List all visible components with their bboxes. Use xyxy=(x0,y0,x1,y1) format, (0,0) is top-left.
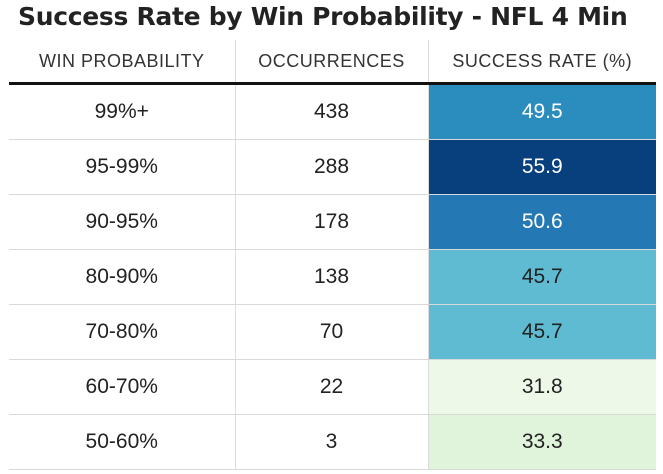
occurrences-cell: 288 xyxy=(234,139,428,195)
success-rate-cell: 50.6 xyxy=(427,194,656,250)
success-rate-cell: 45.7 xyxy=(427,304,656,360)
table-row: 99%+ 438 49.5 xyxy=(9,83,656,140)
win-probability-cell: 80-90% xyxy=(9,249,235,305)
table-body: 99%+ 438 49.5 95-99% 288 55.9 90-95% 178 50.6 80-… xyxy=(9,83,656,470)
win-probability-cell: 99%+ xyxy=(9,83,235,140)
occurrences-cell: 138 xyxy=(234,249,428,305)
win-probability-cell: 50-60% xyxy=(9,414,235,470)
table-row: 60-70% 22 31.8 xyxy=(9,359,656,415)
win-probability-cell: 60-70% xyxy=(9,359,235,415)
table-row: 90-95% 178 50.6 xyxy=(9,194,656,250)
occurrences-cell: 438 xyxy=(234,83,428,140)
occurrences-cell: 22 xyxy=(234,359,428,415)
header-win-probability: WIN PROBABILITY xyxy=(9,40,235,85)
occurrences-cell: 3 xyxy=(234,414,428,470)
header-row: WIN PROBABILITY OCCURRENCES SUCCESS RATE… xyxy=(9,40,656,85)
table-row: 50-60% 3 33.3 xyxy=(9,414,656,470)
header-success-rate: SUCCESS RATE (%) xyxy=(427,40,656,85)
table-row: 95-99% 288 55.9 xyxy=(9,139,656,195)
success-rate-cell: 45.7 xyxy=(427,249,656,305)
occurrences-cell: 178 xyxy=(234,194,428,250)
success-rate-cell: 31.8 xyxy=(427,359,656,415)
chart-title: Success Rate by Win Probability - NFL 4 … xyxy=(18,2,628,31)
header-occurrences: OCCURRENCES xyxy=(234,40,428,85)
success-rate-table: WIN PROBABILITY OCCURRENCES SUCCESS RATE… xyxy=(9,40,656,470)
table-row: 70-80% 70 45.7 xyxy=(9,304,656,360)
win-probability-cell: 70-80% xyxy=(9,304,235,360)
success-rate-cell: 55.9 xyxy=(427,139,656,195)
success-rate-cell: 33.3 xyxy=(427,414,656,470)
table-row: 80-90% 138 45.7 xyxy=(9,249,656,305)
success-rate-cell: 49.5 xyxy=(427,83,656,140)
win-probability-cell: 90-95% xyxy=(9,194,235,250)
occurrences-cell: 70 xyxy=(234,304,428,360)
win-probability-cell: 95-99% xyxy=(9,139,235,195)
